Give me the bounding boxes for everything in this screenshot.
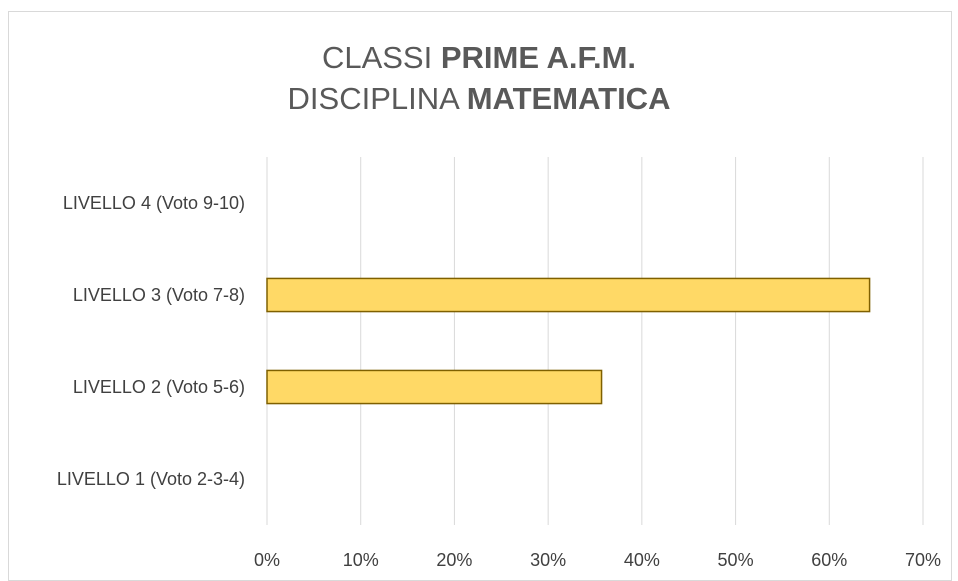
title-line2-prefix: DISCIPLINA xyxy=(287,81,467,116)
x-tick-label: 50% xyxy=(718,550,754,570)
x-tick-label: 40% xyxy=(624,550,660,570)
x-tick-label: 20% xyxy=(436,550,472,570)
category-label: LIVELLO 1 (Voto 2-3-4) xyxy=(57,469,245,489)
title-line2-bold: MATEMATICA xyxy=(466,81,671,116)
chart-title-line-2: DISCIPLINA MATEMATICA xyxy=(0,78,958,119)
x-tick-label: 10% xyxy=(343,550,379,570)
title-line1-prefix: CLASSI xyxy=(321,40,441,75)
chart-title: CLASSI PRIME A.F.M. DISCIPLINA MATEMATIC… xyxy=(0,37,958,119)
x-tick-label: 30% xyxy=(530,550,566,570)
bar xyxy=(266,369,603,405)
category-label: LIVELLO 4 (Voto 9-10) xyxy=(63,193,245,213)
chart-title-line-1: CLASSI PRIME A.F.M. xyxy=(0,37,958,78)
x-tick-label: 70% xyxy=(905,550,941,570)
category-label: LIVELLO 3 (Voto 7-8) xyxy=(73,285,245,305)
x-tick-label: 0% xyxy=(254,550,280,570)
title-line1-bold: PRIME A.F.M. xyxy=(440,40,637,75)
category-label: LIVELLO 2 (Voto 5-6) xyxy=(73,377,245,397)
x-tick-label: 60% xyxy=(811,550,847,570)
bar xyxy=(266,277,871,313)
